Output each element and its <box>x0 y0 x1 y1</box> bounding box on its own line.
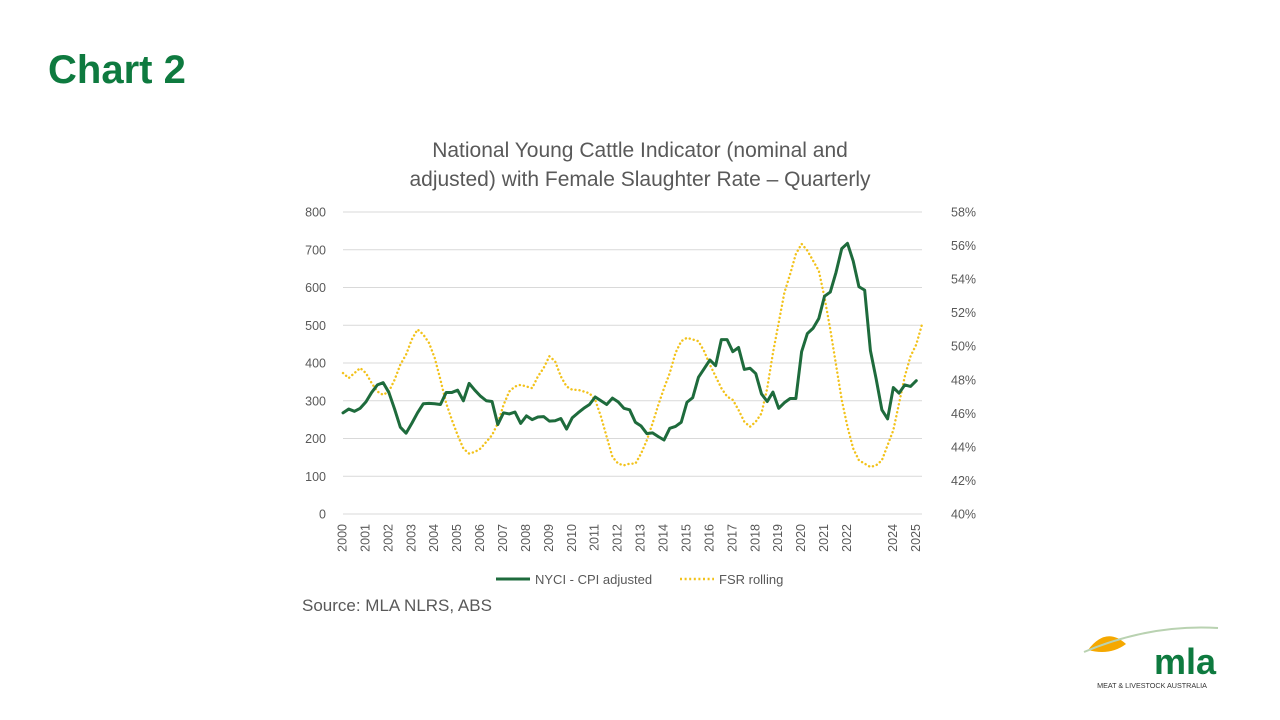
x-axis-tick-label: 2019 <box>771 524 785 552</box>
x-axis-tick-label: 2014 <box>657 524 671 552</box>
left-axis-tick-label: 600 <box>305 281 326 295</box>
left-axis-tick-labels: 0 100 200 300 400 500 600 700 800 <box>305 206 326 522</box>
x-axis-tick-label: 2017 <box>725 524 739 552</box>
left-axis-tick-label: 400 <box>305 357 326 371</box>
right-axis-tick-label: 42% <box>951 474 976 488</box>
chart-legend: NYCI - CPI adjusted FSR rolling <box>496 572 783 587</box>
left-axis-tick-label: 300 <box>305 394 326 408</box>
x-axis-tick-label: 2022 <box>840 524 854 552</box>
x-axis-tick-label: 2025 <box>909 524 923 552</box>
logo-swoosh-icon <box>1083 626 1219 653</box>
left-axis-tick-label: 0 <box>319 508 326 522</box>
x-axis-tick-label: 2006 <box>473 524 487 552</box>
right-axis-tick-label: 56% <box>951 239 976 253</box>
left-axis-tick-label: 800 <box>305 206 326 220</box>
series-line-fsr <box>341 242 924 469</box>
logo-wordmark: mla <box>1154 641 1217 682</box>
x-axis-tick-labels: 2000 2001 2002 2003 2004 2005 2006 2007 2008 2009… <box>336 524 923 552</box>
right-axis-tick-label: 52% <box>951 306 976 320</box>
x-axis-tick-label: 2000 <box>336 524 350 552</box>
x-axis-tick-label: 2013 <box>634 524 648 552</box>
right-axis-tick-label: 46% <box>951 407 976 421</box>
right-axis-tick-labels: 40% 42% 44% 46% 48% 50% 52% 54% 56% 58% <box>951 206 976 522</box>
left-axis-tick-label: 100 <box>305 470 326 484</box>
x-axis-tick-label: 2008 <box>519 524 533 552</box>
right-axis-tick-label: 40% <box>951 508 976 522</box>
chart-title-line-1: National Young Cattle Indicator (nominal… <box>432 139 848 162</box>
chart-gridlines <box>343 211 922 515</box>
x-axis-tick-label: 2024 <box>886 524 900 552</box>
source-note: Source: MLA NLRS, ABS <box>302 596 492 615</box>
x-axis-tick-label: 2007 <box>496 524 510 552</box>
right-axis-tick-label: 44% <box>951 440 976 454</box>
chart-title-line-2: adjusted) with Female Slaughter Rate – Q… <box>409 168 871 191</box>
x-axis-tick-label: 2012 <box>611 524 625 552</box>
left-axis-tick-label: 500 <box>305 319 326 333</box>
x-axis-tick-label: 2018 <box>748 524 762 552</box>
legend-label-fsr: FSR rolling <box>719 572 783 587</box>
legend-label-nyci: NYCI - CPI adjusted <box>535 572 652 587</box>
right-axis-tick-label: 48% <box>951 373 976 387</box>
x-axis-tick-label: 2020 <box>794 524 808 552</box>
x-axis-tick-label: 2005 <box>450 524 464 552</box>
right-axis-tick-label: 50% <box>951 340 976 354</box>
x-axis-tick-label: 2015 <box>679 524 693 552</box>
mla-logo: mla MEAT & LIVESTOCK AUSTRALIA <box>1083 626 1219 690</box>
slide-title: Chart 2 <box>48 48 186 92</box>
x-axis-tick-label: 2003 <box>404 524 418 552</box>
chart-title: National Young Cattle Indicator (nominal… <box>340 136 940 194</box>
left-axis-tick-label: 700 <box>305 243 326 257</box>
x-axis-tick-label: 2004 <box>427 524 441 552</box>
x-axis-tick-label: 2011 <box>588 524 602 551</box>
right-axis-tick-label: 54% <box>951 273 976 287</box>
x-axis-tick-label: 2002 <box>381 524 395 552</box>
left-axis-tick-label: 200 <box>305 432 326 446</box>
chart-series <box>341 241 924 469</box>
x-axis-tick-label: 2001 <box>358 524 372 552</box>
right-axis-tick-label: 58% <box>951 206 976 220</box>
series-line-nyci <box>341 241 918 442</box>
x-axis-tick-label: 2010 <box>565 524 579 552</box>
x-axis-tick-label: 2016 <box>702 524 716 552</box>
x-axis-tick-label: 2009 <box>542 524 556 552</box>
logo-tagline: MEAT & LIVESTOCK AUSTRALIA <box>1097 681 1207 690</box>
x-axis-tick-label: 2021 <box>817 524 831 552</box>
